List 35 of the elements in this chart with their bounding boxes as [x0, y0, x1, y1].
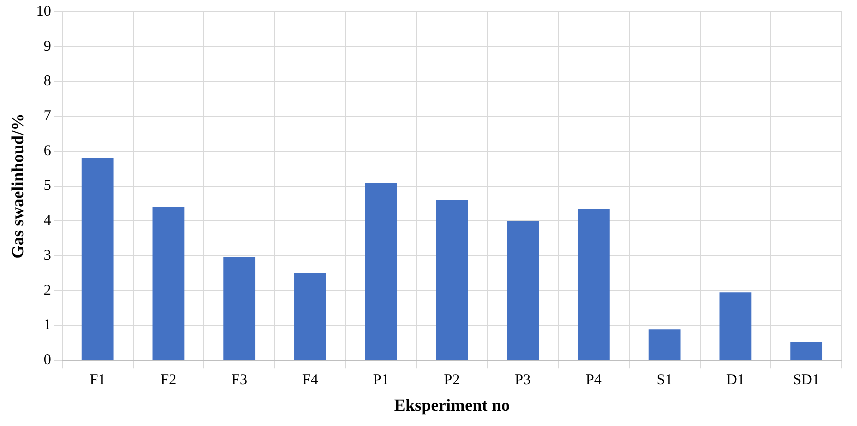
y-tick-label: 9 — [44, 38, 52, 55]
y-tick-label: 4 — [44, 213, 52, 230]
bar — [648, 330, 681, 360]
x-tick-label: P2 — [444, 372, 460, 389]
bar — [720, 292, 752, 360]
x-tick-label: P1 — [373, 372, 390, 389]
x-tick-label: SD1 — [793, 372, 820, 389]
bar — [507, 221, 540, 360]
x-tick-label: F4 — [302, 372, 319, 389]
bar — [294, 273, 326, 360]
bar — [578, 209, 610, 360]
y-tick-label: 5 — [44, 178, 52, 194]
x-tick-label: F2 — [160, 372, 177, 389]
x-tick-label: D1 — [726, 372, 745, 389]
bar — [224, 257, 256, 360]
x-tick-label: F3 — [232, 372, 248, 389]
y-tick-label: 1 — [44, 318, 52, 334]
bar — [82, 158, 114, 360]
bar — [790, 342, 823, 360]
y-tick-label: 6 — [44, 143, 52, 160]
y-tick-label: 8 — [44, 74, 52, 90]
bar — [152, 207, 185, 360]
bar — [436, 200, 468, 360]
x-axis-title: Eksperiment no — [394, 396, 510, 416]
y-tick-label: 2 — [44, 282, 52, 299]
x-tick-label: F1 — [90, 372, 106, 389]
x-tick-label: P4 — [586, 372, 602, 389]
y-tick-label: 3 — [44, 248, 52, 264]
x-tick-label: S1 — [656, 372, 673, 389]
y-tick-label: 0 — [44, 352, 52, 369]
x-tick-label: P3 — [515, 372, 531, 389]
y-tick-label: 7 — [44, 108, 52, 125]
y-axis-title: Gas swaelinhoud/% — [8, 114, 28, 259]
y-tick-label: 10 — [36, 4, 52, 20]
bar — [365, 184, 398, 360]
